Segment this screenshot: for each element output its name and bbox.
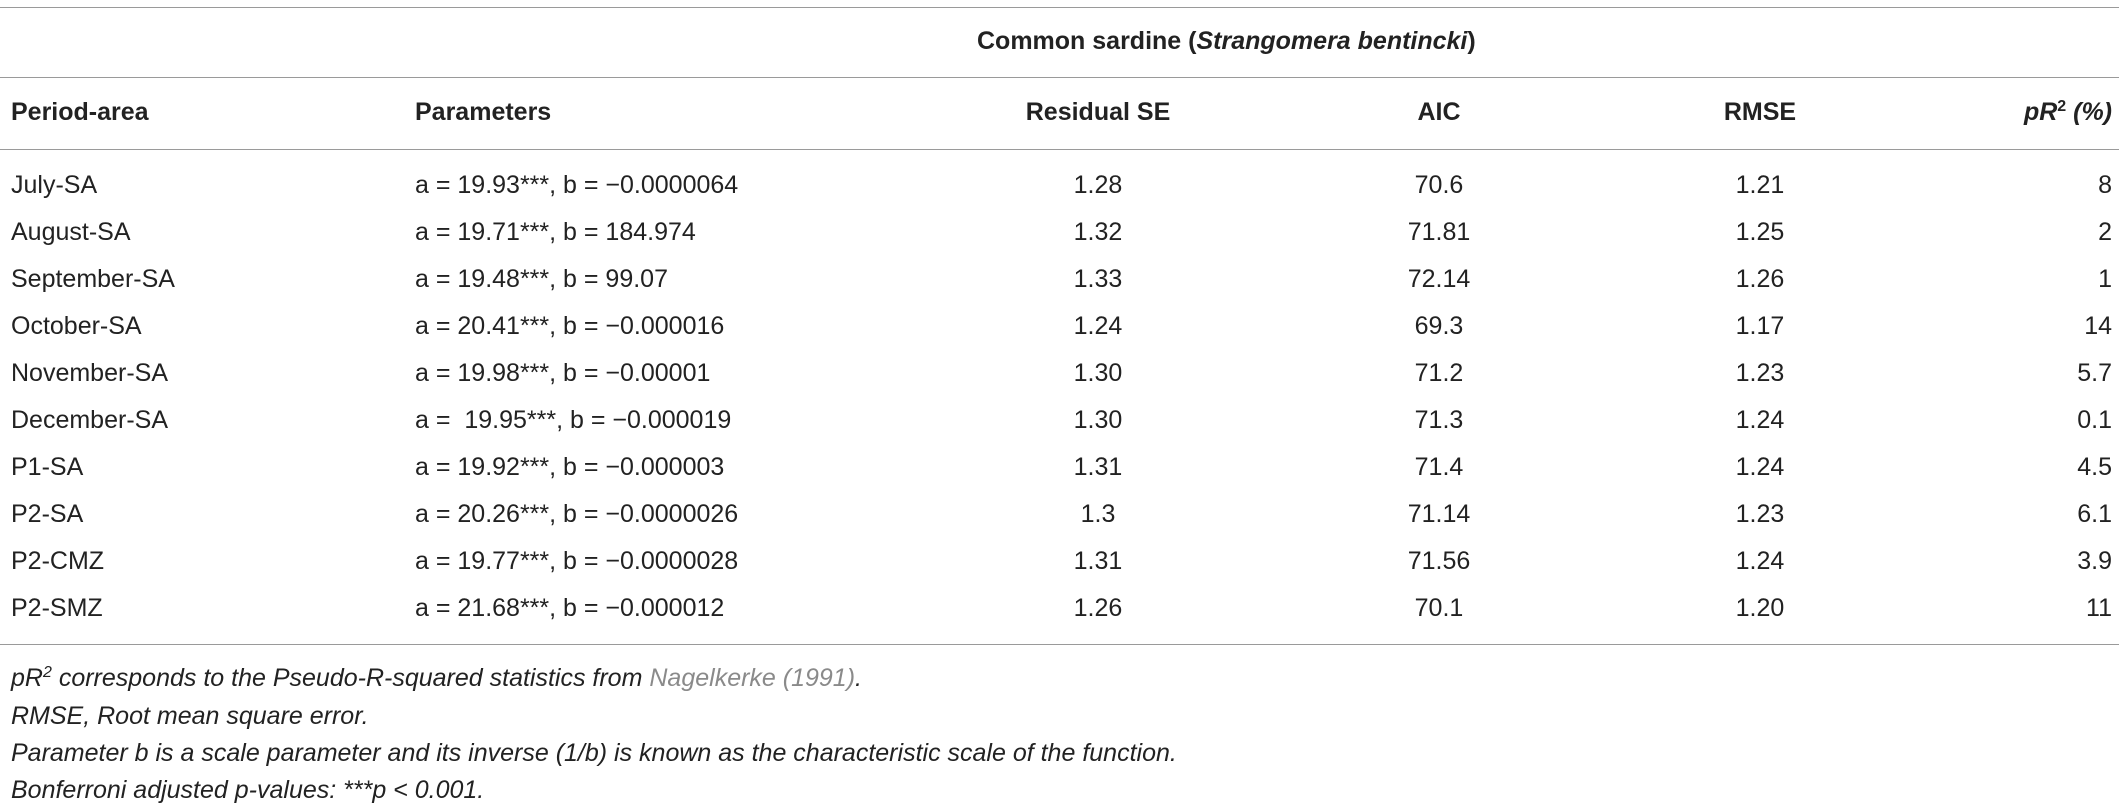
residual-se-cell: 1.3 xyxy=(1080,500,1116,528)
pseudo-r2-cell: 14 xyxy=(2084,312,2112,340)
period-area-cell: P2-SA xyxy=(11,500,84,528)
group-header: Common sardine (Strangomera bentincki) xyxy=(977,26,1476,56)
rmse-cell: 1.23 xyxy=(1735,359,1785,387)
column-header: Residual SE xyxy=(1025,98,1171,126)
aic-cell: 71.56 xyxy=(1407,547,1471,575)
pseudo-r2-cell: 4.5 xyxy=(2077,453,2112,481)
parameters-cell: a = 19.92***, b = −0.000003 xyxy=(415,453,725,481)
rmse-cell: 1.23 xyxy=(1735,500,1785,528)
residual-se-cell: 1.31 xyxy=(1073,547,1123,575)
pseudo-r2-cell: 3.9 xyxy=(2077,547,2112,575)
footnote: RMSE, Root mean square error. xyxy=(11,702,369,730)
rmse-cell: 1.26 xyxy=(1735,265,1785,293)
parameters-cell: a = 20.41***, b = −0.000016 xyxy=(415,312,725,340)
rmse-cell: 1.24 xyxy=(1735,406,1785,434)
period-area-cell: P1-SA xyxy=(11,453,84,481)
pseudo-r2-cell: 6.1 xyxy=(2077,500,2112,528)
rmse-cell: 1.21 xyxy=(1735,171,1785,199)
rmse-cell: 1.20 xyxy=(1735,594,1785,622)
footnote-part: . xyxy=(855,664,862,692)
pseudo-r2-cell: 1 xyxy=(2098,265,2112,293)
parameters-cell: a = 19.48***, b = 99.07 xyxy=(415,265,668,293)
pseudo-r2-cell: 2 xyxy=(2098,218,2112,246)
footnote: Parameter b is a scale parameter and its… xyxy=(11,739,1177,767)
pseudo-r2-cell: 11 xyxy=(2086,594,2112,622)
period-area-cell: December-SA xyxy=(11,406,168,434)
period-area-cell: September-SA xyxy=(11,265,175,293)
parameters-cell: a = 19.77***, b = −0.0000028 xyxy=(415,547,739,575)
column-header: Parameters xyxy=(415,98,552,126)
period-area-cell: November-SA xyxy=(11,359,168,387)
group-header-text: Common sardine ( xyxy=(977,27,1197,55)
aic-cell: 70.1 xyxy=(1414,594,1464,622)
aic-cell: 72.14 xyxy=(1407,265,1471,293)
top-rule xyxy=(0,7,2119,8)
period-area-cell: P2-CMZ xyxy=(11,547,105,575)
header-part: pR xyxy=(2023,98,2058,126)
rmse-cell: 1.25 xyxy=(1735,218,1785,246)
citation-link[interactable]: Nagelkerke (1991) xyxy=(649,664,856,692)
period-area-cell: August-SA xyxy=(11,218,131,246)
parameters-cell: a = 19.93***, b = −0.0000064 xyxy=(415,171,739,199)
aic-cell: 71.14 xyxy=(1407,500,1471,528)
residual-se-cell: 1.33 xyxy=(1073,265,1123,293)
group-header-text: ) xyxy=(1467,27,1476,55)
rmse-cell: 1.24 xyxy=(1735,547,1785,575)
rmse-cell: 1.17 xyxy=(1735,312,1785,340)
aic-cell: 71.81 xyxy=(1407,218,1471,246)
column-header: AIC xyxy=(1417,98,1461,126)
aic-cell: 71.2 xyxy=(1414,359,1464,387)
aic-cell: 71.4 xyxy=(1414,453,1464,481)
bottom-rule xyxy=(0,644,2119,645)
pseudo-r2-cell: 5.7 xyxy=(2077,359,2112,387)
parameters-cell: a = 19.71***, b = 184.974 xyxy=(415,218,696,246)
period-area-cell: July-SA xyxy=(11,171,98,199)
footnote: Bonferroni adjusted p-values: ***p < 0.0… xyxy=(11,776,485,804)
residual-se-cell: 1.26 xyxy=(1073,594,1123,622)
residual-se-cell: 1.28 xyxy=(1073,171,1123,199)
residual-se-cell: 1.31 xyxy=(1073,453,1123,481)
column-header: Period-area xyxy=(11,98,149,126)
period-area-cell: P2-SMZ xyxy=(11,594,103,622)
species-name: Strangomera bentincki xyxy=(1196,27,1468,55)
residual-se-cell: 1.24 xyxy=(1073,312,1123,340)
parameters-cell: a = 19.98***, b = −0.00001 xyxy=(415,359,711,387)
footnote: pR2 corresponds to the Pseudo-R-squared … xyxy=(11,663,862,693)
footnote-part: corresponds to the Pseudo-R-squared stat… xyxy=(51,664,650,692)
column-header: RMSE xyxy=(1723,98,1797,126)
header-bottom-rule xyxy=(0,149,2119,150)
footnote-part: pR xyxy=(11,664,43,692)
period-area-cell: October-SA xyxy=(11,312,142,340)
aic-cell: 70.6 xyxy=(1414,171,1464,199)
header-rule xyxy=(0,77,2119,78)
parameters-cell: a = 21.68***, b = −0.000012 xyxy=(415,594,725,622)
pseudo-r2-cell: 0.1 xyxy=(2077,406,2112,434)
aic-cell: 69.3 xyxy=(1414,312,1464,340)
header-part: 2 xyxy=(2057,98,2067,115)
residual-se-cell: 1.32 xyxy=(1073,218,1123,246)
pseudo-r2-cell: 8 xyxy=(2098,171,2112,199)
rmse-cell: 1.24 xyxy=(1735,453,1785,481)
footnote-part: 2 xyxy=(42,664,52,681)
residual-se-cell: 1.30 xyxy=(1073,406,1123,434)
parameters-cell: a = 19.95***, b = −0.000019 xyxy=(415,406,732,434)
residual-se-cell: 1.30 xyxy=(1073,359,1123,387)
header-part: (%) xyxy=(2066,98,2112,126)
aic-cell: 71.3 xyxy=(1414,406,1464,434)
parameters-cell: a = 20.26***, b = −0.0000026 xyxy=(415,500,739,528)
column-header: pR2 (%) xyxy=(1912,97,2112,127)
